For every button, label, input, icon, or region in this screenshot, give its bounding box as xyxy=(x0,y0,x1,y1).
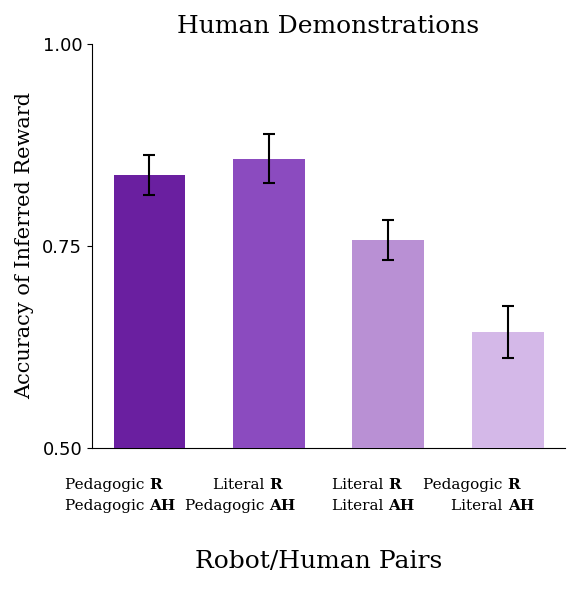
Title: Human Demonstrations: Human Demonstrations xyxy=(177,15,480,38)
Y-axis label: Accuracy of Inferred Reward: Accuracy of Inferred Reward xyxy=(15,92,34,400)
Text: R: R xyxy=(269,478,281,492)
Text: Literal: Literal xyxy=(212,478,269,492)
Text: Literal: Literal xyxy=(451,499,508,513)
Text: Literal: Literal xyxy=(332,499,388,513)
Text: R: R xyxy=(150,478,162,492)
Text: AH: AH xyxy=(388,499,415,513)
Bar xyxy=(233,159,304,448)
Bar xyxy=(353,240,424,448)
Bar xyxy=(472,332,543,448)
Text: AH: AH xyxy=(150,499,176,513)
Text: Pedagogic: Pedagogic xyxy=(65,499,150,513)
Text: Pedagogic: Pedagogic xyxy=(423,478,508,492)
Bar xyxy=(114,175,185,448)
Text: Pedagogic: Pedagogic xyxy=(65,478,150,492)
Text: R: R xyxy=(388,478,401,492)
Text: AH: AH xyxy=(508,499,534,513)
Text: R: R xyxy=(508,478,520,492)
Text: Literal: Literal xyxy=(332,478,388,492)
Text: Pedagogic: Pedagogic xyxy=(184,499,269,513)
Text: AH: AH xyxy=(269,499,295,513)
Text: Robot/Human Pairs: Robot/Human Pairs xyxy=(195,550,443,573)
